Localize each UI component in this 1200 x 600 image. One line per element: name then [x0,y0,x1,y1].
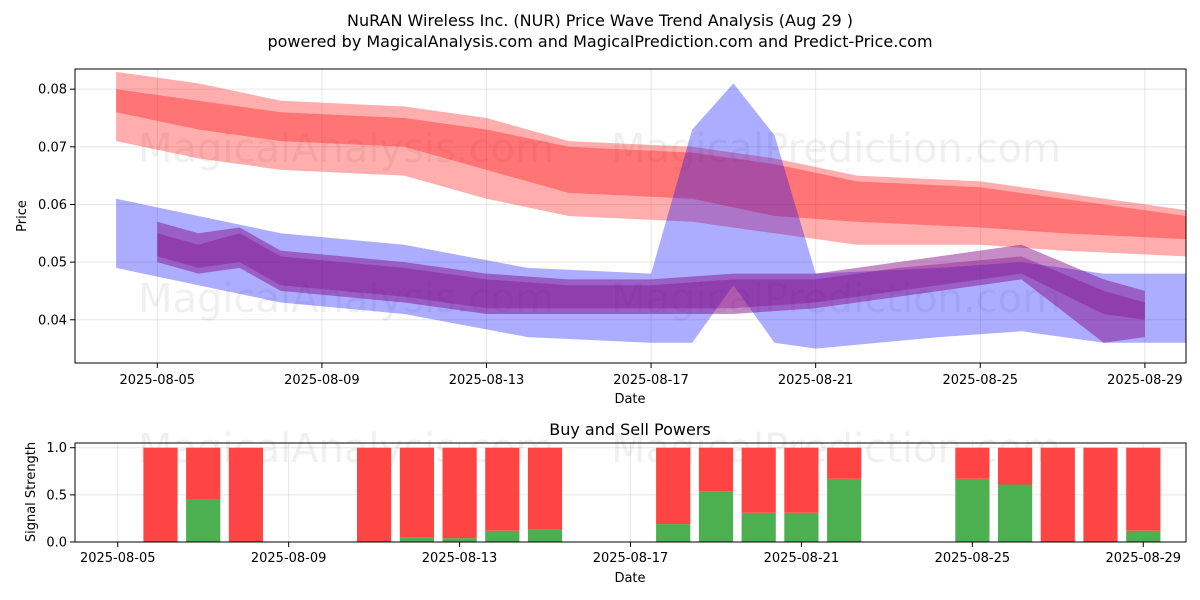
buy-power-bar [527,529,563,542]
sell-power-bar [656,447,691,525]
signal-y-axis-label: Signal Strength [24,442,39,542]
price-x-tick-label: 2025-08-09 [284,373,360,388]
sell-power-bar [143,447,178,542]
signal-bars [143,447,1161,542]
price-wave-band [116,89,1187,257]
sell-power-bar [741,447,776,513]
sell-power-bar [998,447,1033,485]
watermark-text: MagicalPrediction.com [611,126,1061,172]
price-y-tick-label: 0.04 [38,313,67,328]
buy-power-bar [399,537,434,542]
signal-y-tick-label: 0.5 [46,488,67,503]
signal-y-ticks: 0.0 0.5 1.0 [46,441,75,551]
price-grid [75,69,1186,363]
sell-power-bar [827,447,862,479]
price-y-axis-label: Price [15,200,30,232]
price-y-tick-label: 0.07 [38,140,67,155]
price-x-tick-label: 2025-08-25 [942,373,1018,388]
chart-title: NuRAN Wireless Inc. (NUR) Price Wave Tre… [347,11,853,30]
sell-power-bar [228,447,263,542]
buy-power-bar [698,491,734,542]
price-x-tick-label: 2025-08-05 [120,373,196,388]
sell-power-bar [1040,447,1075,542]
signal-chart: Buy and Sell Powers MagicalAnalysis.comM… [24,420,1187,586]
signal-x-tick-label: 2025-08-05 [80,551,156,566]
price-x-tick-label: 2025-08-29 [1107,373,1183,388]
price-watermarks: MagicalAnalysis.com MagicalPrediction.com… [138,126,1061,322]
sell-power-bar [442,447,477,539]
buy-power-bar [998,484,1033,542]
price-x-tick-label: 2025-08-13 [449,373,525,388]
price-y-tick-label: 0.05 [38,256,67,271]
sell-power-bar [527,447,563,530]
watermark-text: MagicalPrediction.com [611,276,1061,322]
price-x-ticks: 2025-08-05 2025-08-09 2025-08-13 2025-08-17… [120,363,1183,388]
price-wave-band [116,71,1187,240]
sell-power-bar [698,447,734,492]
price-x-axis-label: Date [614,392,645,407]
price-y-tick-label: 0.08 [38,83,67,98]
watermark-text: MagicalAnalysis.com [138,276,554,322]
buy-power-bar [827,478,862,542]
buy-power-bar [784,512,819,542]
signal-x-tick-label: 2025-08-25 [935,551,1011,566]
signal-x-axis-label: Date [614,571,645,586]
signal-x-tick-label: 2025-08-09 [251,551,327,566]
price-wave-band [157,221,1145,343]
signal-x-tick-label: 2025-08-29 [1105,551,1181,566]
price-x-tick-label: 2025-08-21 [778,373,854,388]
chart-subtitle: powered by MagicalAnalysis.com and Magic… [267,32,932,51]
sell-power-bar [1083,447,1118,542]
sell-power-bar [485,447,520,531]
sell-power-bar [186,447,221,500]
price-plot-area [75,69,1186,363]
watermark-text: MagicalAnalysis.com [138,126,554,172]
signal-y-tick-label: 1.0 [46,441,67,456]
signal-x-tick-label: 2025-08-21 [764,551,840,566]
price-chart: MagicalAnalysis.com MagicalPrediction.com… [15,68,1187,407]
sell-power-bar [1126,447,1161,531]
buy-power-bar [186,499,221,542]
sell-power-bar [399,447,434,538]
price-x-tick-label: 2025-08-17 [613,373,689,388]
signal-x-ticks: 2025-08-05 2025-08-09 2025-08-13 2025-08-17… [80,542,1181,566]
signal-y-tick-label: 0.0 [46,536,67,551]
sell-power-bar [784,447,819,513]
sell-power-bar [357,447,392,542]
price-wave-band [116,83,1187,349]
signal-x-tick-label: 2025-08-17 [593,551,669,566]
buy-power-bar [656,524,691,542]
buy-power-bar [442,538,477,542]
sell-power-bar [955,447,990,479]
price-bands [116,71,1187,349]
buy-power-bar [1126,530,1161,542]
buy-power-bar [955,478,990,542]
price-plot-frame [74,68,1187,364]
signal-x-tick-label: 2025-08-13 [422,551,498,566]
price-y-tick-label: 0.06 [38,198,67,213]
buy-power-bar [741,512,776,542]
buy-power-bar [485,530,520,542]
signal-chart-title: Buy and Sell Powers [549,420,711,439]
price-y-ticks: 0.04 0.05 0.06 0.07 0.08 [38,83,75,328]
price-wave-band [157,233,1145,320]
